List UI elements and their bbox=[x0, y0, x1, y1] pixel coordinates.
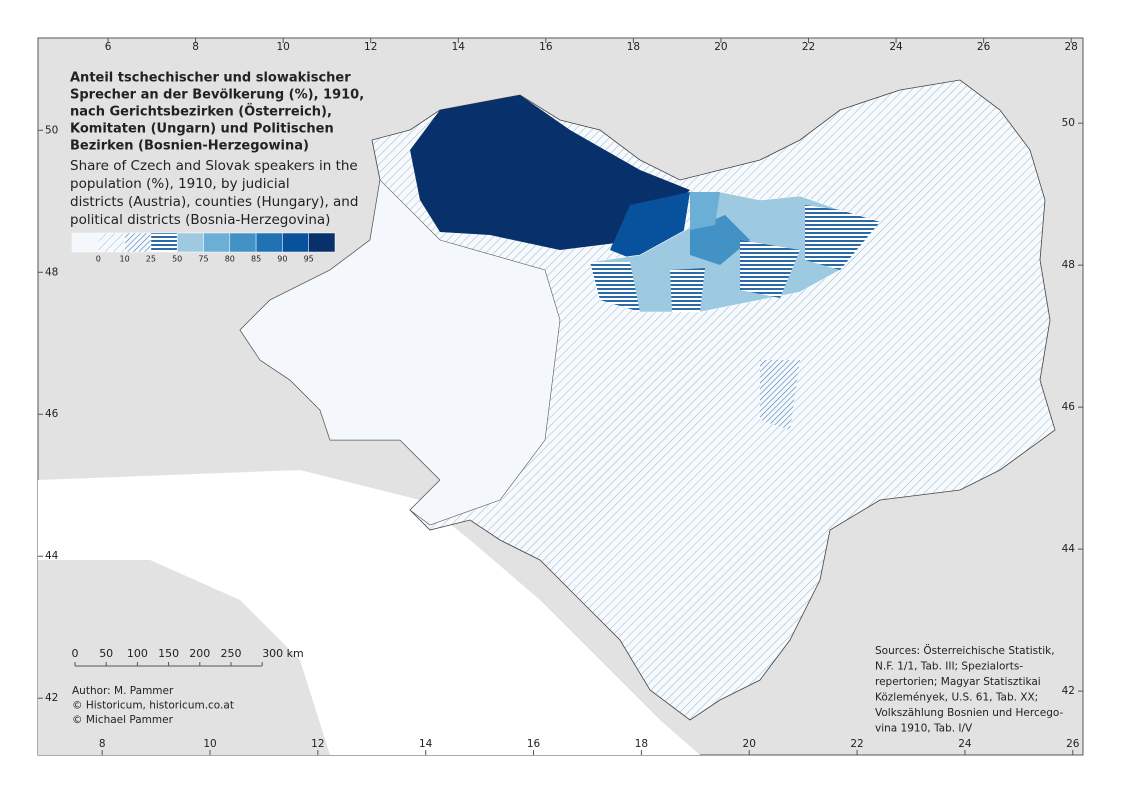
legend-label: 90 bbox=[277, 255, 287, 264]
legend-swatch bbox=[98, 232, 125, 253]
sources: Volkszählung Bosnien und Hercego- bbox=[875, 707, 1063, 719]
legend-swatch bbox=[176, 232, 204, 253]
tick-label: 44 bbox=[45, 550, 59, 562]
scale-label: 50 bbox=[99, 647, 113, 660]
author: © Michael Pammer bbox=[72, 714, 174, 726]
title-en: population (%), 1910, by judicial bbox=[70, 176, 290, 192]
map-area bbox=[38, 79, 1056, 755]
tick-label: 18 bbox=[627, 41, 640, 53]
county bbox=[690, 215, 750, 265]
legend-label: 95 bbox=[304, 255, 314, 264]
legend-swatch bbox=[71, 232, 99, 253]
tick-label: 12 bbox=[311, 738, 324, 750]
tick-label: 6 bbox=[105, 41, 112, 53]
tick-label: 46 bbox=[1062, 401, 1076, 413]
legend-label: 10 bbox=[120, 255, 130, 264]
sources: Közlemények, U.S. 61, Tab. XX; bbox=[875, 692, 1038, 704]
legend-label: 80 bbox=[225, 255, 235, 264]
tick-label: 24 bbox=[958, 738, 972, 750]
scale-bar: 0 50 100 150 200 250 300 km bbox=[72, 647, 304, 667]
tick-label: 42 bbox=[45, 692, 58, 704]
county-striped bbox=[590, 205, 880, 312]
tick-label: 28 bbox=[1064, 41, 1077, 53]
tick-label: 42 bbox=[1062, 685, 1075, 697]
scale-label: 250 bbox=[221, 647, 242, 660]
tick-label: 12 bbox=[364, 41, 377, 53]
author: Author: M. Pammer bbox=[72, 685, 174, 697]
title-de: Sprecher an der Bevölkerung (%), 1910, bbox=[70, 88, 364, 103]
title-de: nach Gerichtsbezirken (Österreich), bbox=[70, 104, 332, 120]
legend-swatch bbox=[203, 232, 231, 253]
tick-label: 14 bbox=[452, 41, 466, 53]
legend-swatch bbox=[255, 232, 283, 253]
tick-label: 44 bbox=[1062, 543, 1076, 555]
tick-label: 14 bbox=[419, 738, 433, 750]
tick-label: 26 bbox=[977, 41, 991, 53]
sources: Sources: Österreichische Statistik, bbox=[875, 644, 1055, 657]
italy bbox=[38, 560, 330, 755]
scale-label: 200 bbox=[189, 647, 210, 660]
tick-label: 22 bbox=[850, 738, 863, 750]
tick-label: 8 bbox=[99, 738, 106, 750]
county bbox=[690, 192, 720, 230]
tick-label: 10 bbox=[276, 41, 289, 53]
notes: Author: M. Pammer © Historicum, historicu… bbox=[72, 644, 1063, 735]
tick-label: 26 bbox=[1066, 738, 1080, 750]
sources: repertorien; Magyar Statisztikai bbox=[875, 676, 1041, 688]
frame-ticks: 6 8 10 12 14 16 18 20 22 24 26 28 8 10 12 14 16 18 20 22 24 2… bbox=[38, 38, 1083, 755]
legend-swatch bbox=[308, 232, 336, 253]
tick-label: 20 bbox=[714, 41, 727, 53]
tick-label: 22 bbox=[802, 41, 815, 53]
tick-label: 50 bbox=[45, 124, 58, 136]
title-de: Komitaten (Ungarn) und Politischen bbox=[70, 122, 334, 137]
tick-label: 20 bbox=[743, 738, 756, 750]
tick-label: 10 bbox=[203, 738, 216, 750]
tick-label: 46 bbox=[45, 408, 59, 420]
scale-label: 300 km bbox=[262, 647, 304, 660]
scale-label: 100 bbox=[127, 647, 148, 660]
tick-label: 18 bbox=[635, 738, 648, 750]
title-de: Bezirken (Bosnien-Herzegowina) bbox=[70, 139, 309, 154]
tick-label: 48 bbox=[1062, 259, 1075, 271]
author: © Historicum, historicum.co.at bbox=[72, 700, 234, 712]
tick-label: 16 bbox=[539, 41, 553, 53]
title-en: districts (Austria), counties (Hungary),… bbox=[70, 194, 358, 210]
legend-label: 0 bbox=[96, 255, 101, 264]
tick-label: 48 bbox=[45, 266, 58, 278]
sources: N.F. 1/1, Tab. III; Spezialorts- bbox=[875, 661, 1023, 673]
tick-label: 50 bbox=[1062, 117, 1075, 129]
title: Anteil tschechischer und slowakischer Spr… bbox=[70, 71, 364, 229]
scale-label: 150 bbox=[158, 647, 179, 660]
bohemia bbox=[410, 95, 690, 250]
legend-label: 50 bbox=[172, 255, 182, 264]
legend-swatch bbox=[229, 232, 257, 253]
title-en: political districts (Bosnia-Herzegovina) bbox=[70, 212, 330, 228]
scale-label: 0 bbox=[72, 647, 79, 660]
title-en: Share of Czech and Slovak speakers in th… bbox=[70, 158, 358, 174]
title-de: Anteil tschechischer und slowakischer bbox=[70, 71, 351, 86]
legend-swatch bbox=[150, 232, 178, 253]
legend: 0 10 25 50 75 80 85 90 95 bbox=[71, 232, 336, 264]
legend-swatch bbox=[282, 232, 309, 253]
tick-label: 16 bbox=[527, 738, 541, 750]
tick-label: 24 bbox=[889, 41, 903, 53]
austria-west bbox=[239, 179, 561, 526]
legend-label: 25 bbox=[146, 255, 156, 264]
legend-label: 75 bbox=[198, 255, 208, 264]
legend-label: 85 bbox=[251, 255, 261, 264]
legend-swatch bbox=[124, 232, 152, 253]
county-hatched bbox=[760, 360, 800, 430]
sources: vina 1910, Tab. I/V bbox=[875, 723, 973, 735]
tick-label: 8 bbox=[192, 41, 199, 53]
